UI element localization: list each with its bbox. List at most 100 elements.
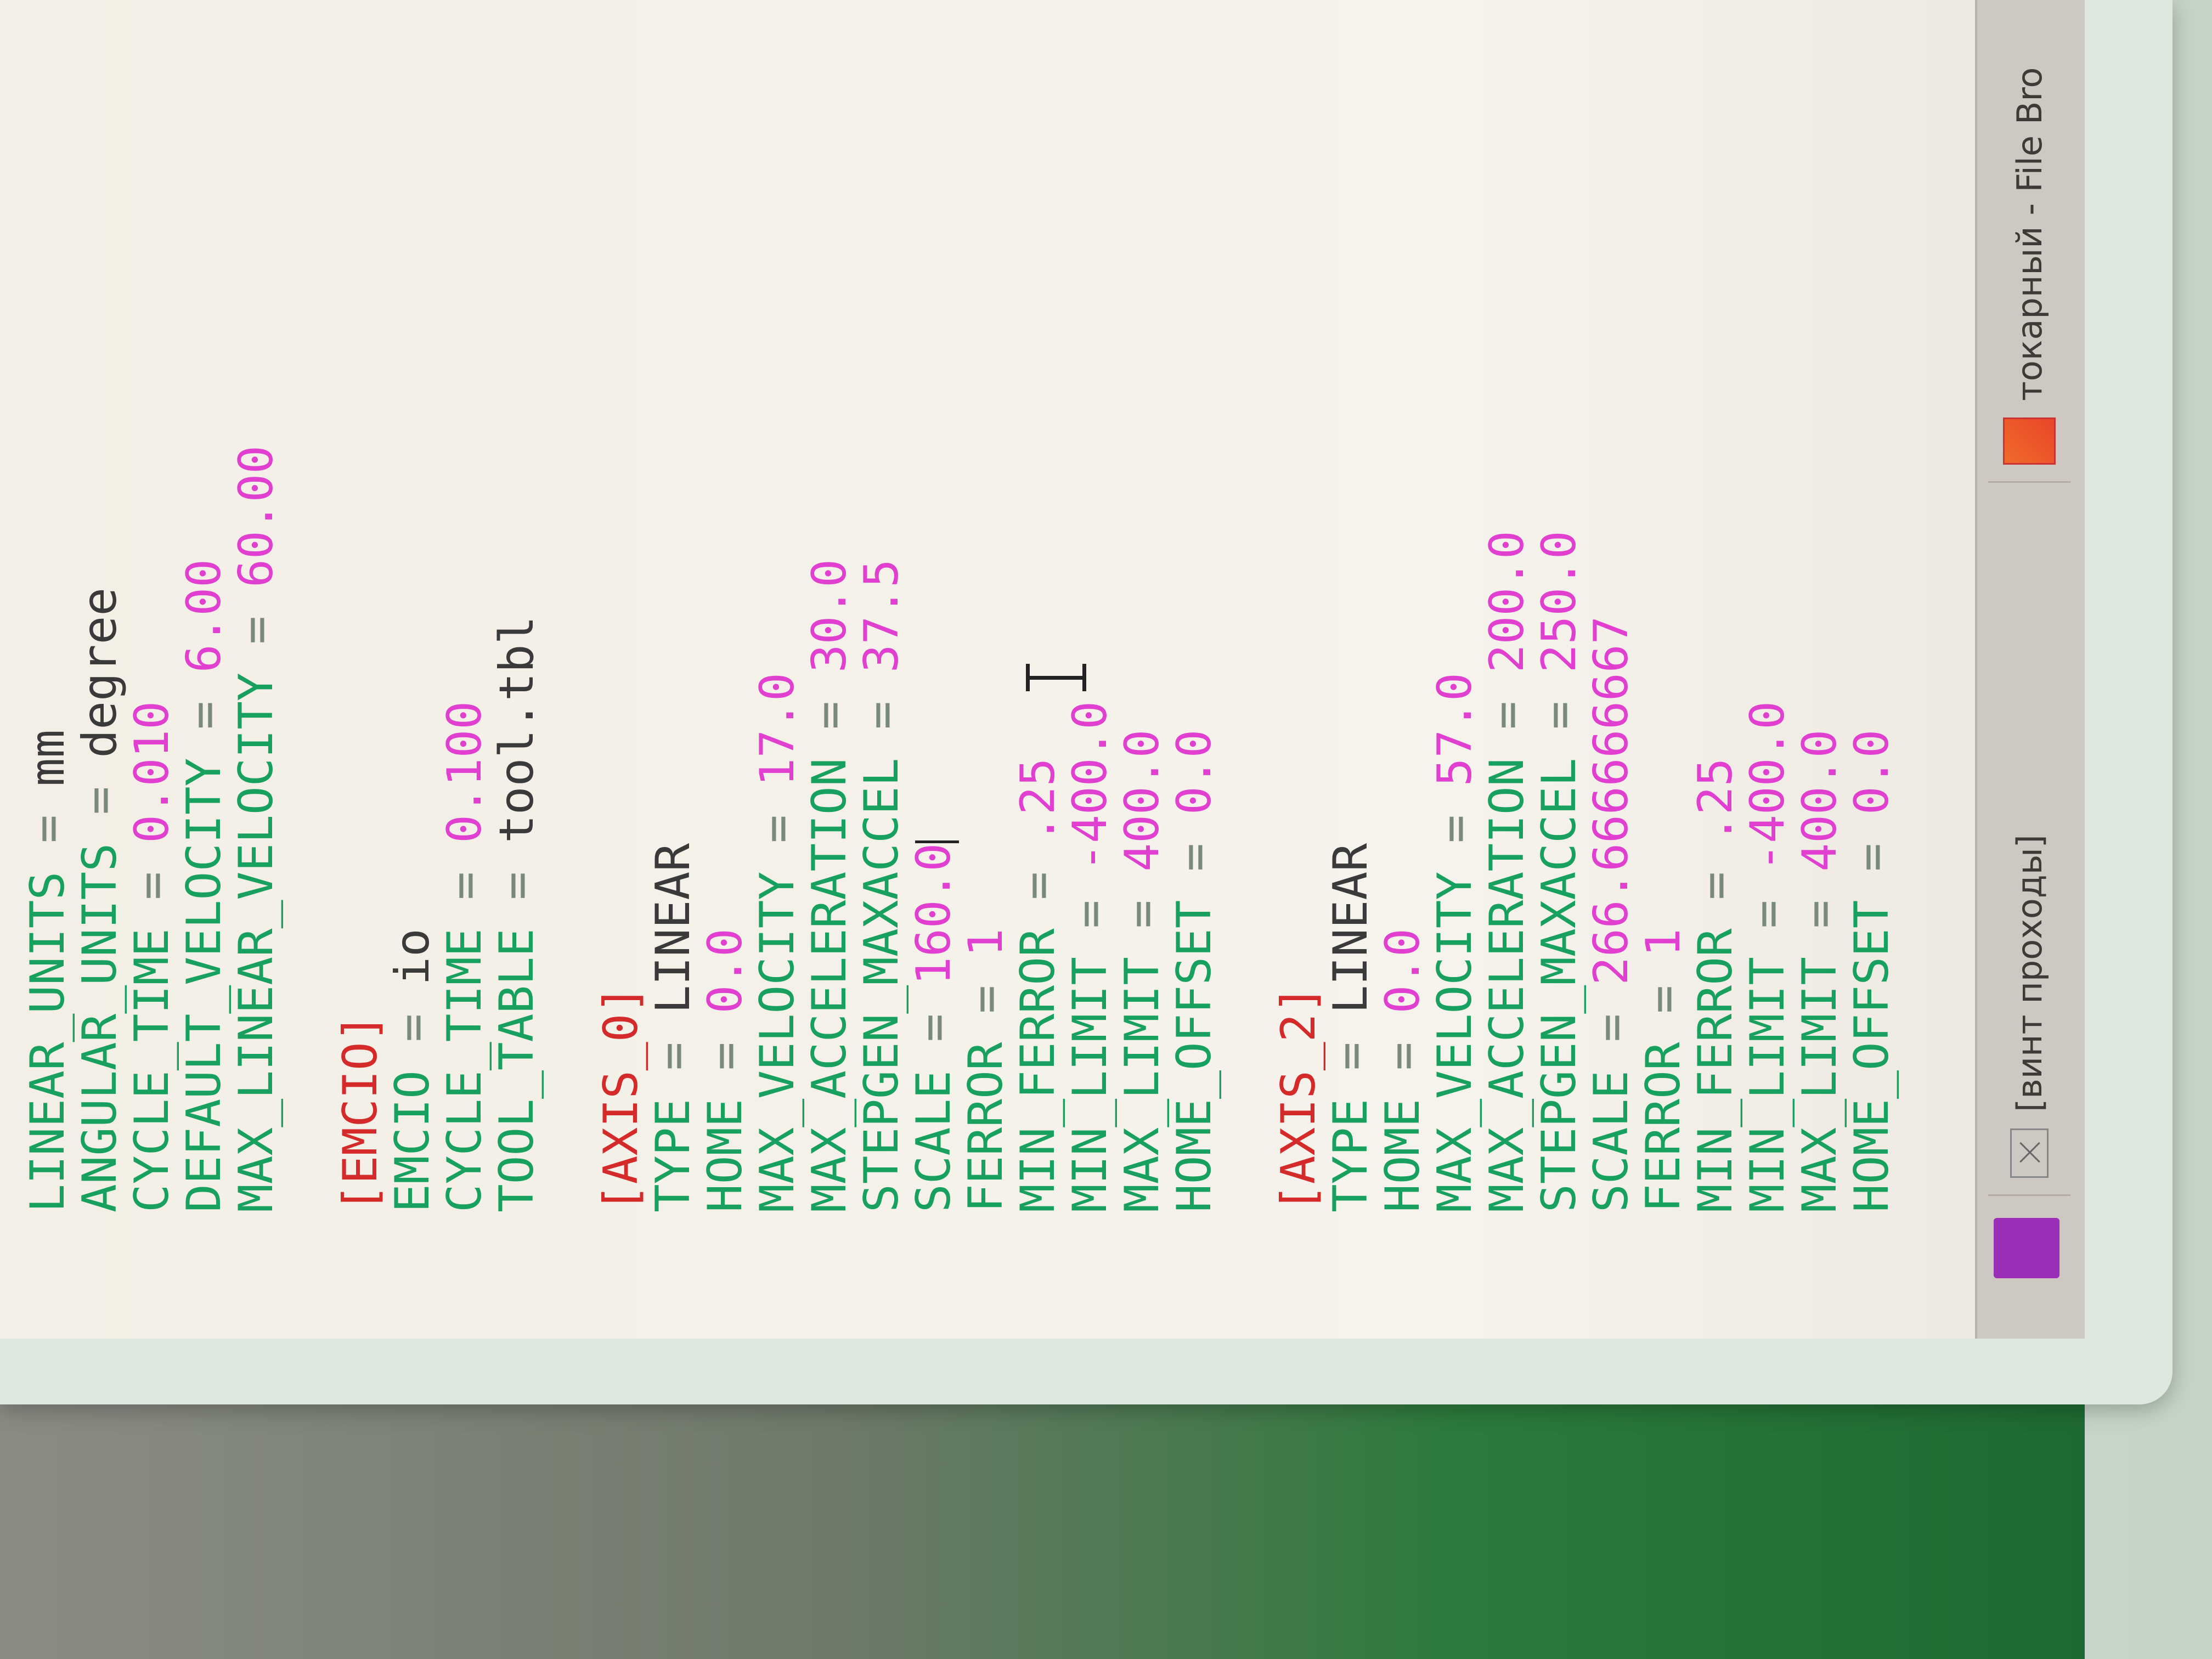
taskbar-item-terminal[interactable]: [винт проходы]	[1988, 488, 2070, 1196]
equals-sign: =	[1167, 843, 1222, 872]
equals-sign: =	[1584, 1013, 1639, 1042]
config-value: 0.0	[1167, 729, 1222, 815]
equals-sign: =	[1375, 1042, 1430, 1071]
config-value: 400.0	[1792, 729, 1847, 872]
config-value: 0.0	[1375, 928, 1430, 1014]
equals-sign: =	[1740, 900, 1795, 929]
equals-sign: =	[1636, 985, 1691, 1014]
config-value: 160.0	[906, 843, 961, 985]
config-key: MAX_VELOCITY	[750, 871, 805, 1212]
equals-sign: =	[1480, 701, 1534, 730]
equals-sign: =	[1792, 900, 1847, 929]
terminal-icon	[2010, 1128, 2049, 1178]
taskbar-item-label: токарный - File Bro	[2009, 67, 2050, 401]
config-key: MIN_LIMIT	[1063, 957, 1118, 1212]
config-key: LINEAR_UNITS	[20, 871, 75, 1212]
config-line: DEFAULT_VELOCITY = 6.00	[177, 0, 232, 1339]
config-key: MIN_LIMIT	[1740, 957, 1795, 1212]
app-menu-icon[interactable]	[1994, 1218, 2059, 1278]
config-key: STEPGEN_MAXACCEL	[1532, 758, 1587, 1212]
config-value: 30.0	[802, 559, 857, 673]
section-header: [EMCIO]	[333, 1013, 388, 1212]
config-value: 17.0	[750, 673, 805, 787]
config-key: MAX_LIMIT	[1792, 957, 1847, 1212]
config-key: TYPE	[1323, 1098, 1378, 1212]
config-key: SCALE	[906, 1070, 961, 1212]
equals-sign: =	[646, 1042, 701, 1071]
section-header: [AXIS_0]	[594, 985, 648, 1212]
equals-sign: =	[698, 1042, 753, 1071]
config-line: ANGULAR_UNITS = degree	[72, 0, 127, 1339]
config-value: 0.0	[698, 928, 753, 1014]
config-line: TYPE = LINEAR	[1323, 0, 1378, 1339]
taskbar-item-file-browser[interactable]: токарный - File Bro	[1988, 0, 2070, 483]
config-line: HOME_OFFSET = 0.0	[1844, 0, 1899, 1339]
config-line: TYPE = LINEAR	[646, 0, 701, 1339]
config-value: 266.666666667	[1584, 616, 1639, 985]
config-value: 6.00	[177, 559, 232, 673]
section-header-line: [AXIS_2]	[1271, 0, 1326, 1339]
config-line: FERROR = 1	[958, 0, 1013, 1339]
config-key: MAX_VELOCITY	[1427, 871, 1482, 1212]
config-value: io	[385, 928, 440, 985]
config-value: -400.0	[1063, 701, 1118, 872]
equals-sign: =	[802, 701, 857, 730]
config-value: 0.100	[437, 701, 492, 843]
config-value: 1	[1636, 928, 1691, 957]
equals-sign: =	[1427, 815, 1482, 843]
config-line: CYCLE_TIME = 0.100	[437, 0, 492, 1339]
config-value: LINEAR	[646, 843, 701, 1014]
config-key: HOME	[698, 1098, 753, 1212]
config-value: 250.0	[1532, 531, 1587, 673]
equals-sign: =	[385, 1013, 440, 1042]
section-header-line: [AXIS_0]	[594, 0, 648, 1339]
config-key: CYCLE_TIME	[437, 928, 492, 1212]
config-line: HOME = 0.0	[698, 0, 753, 1339]
config-line: MIN_FERROR = .25	[1688, 0, 1743, 1339]
config-line: STEPGEN_MAXACCEL = 250.0	[1532, 0, 1587, 1339]
config-line: FERROR = 1	[1636, 0, 1691, 1339]
config-value: .25	[1688, 758, 1743, 843]
text-editor[interactable]: LINEAR_UNITS = mm ANGULAR_UNITS = degree C…	[0, 0, 1970, 1339]
config-value: 1	[958, 928, 1013, 957]
config-value: 60.00	[229, 445, 284, 588]
config-value: mm	[20, 729, 75, 787]
equals-sign: =	[72, 786, 127, 815]
config-key: TOOL_TABLE	[489, 928, 544, 1212]
config-line: MAX_VELOCITY = 17.0	[750, 0, 805, 1339]
equals-sign: =	[1844, 843, 1899, 872]
config-key: STEPGEN_MAXACCEL	[854, 758, 909, 1212]
config-line: MAX_LIMIT = 400.0	[1115, 0, 1170, 1339]
config-key: MAX_ACCELERATION	[802, 758, 857, 1212]
file-browser-icon	[2003, 417, 2056, 465]
config-value: tool.tbl	[489, 616, 544, 843]
equals-sign: =	[958, 985, 1013, 1014]
config-value: 200.0	[1480, 531, 1534, 673]
config-line: SCALE = 160.0	[906, 0, 961, 1339]
blank-line	[1221, 0, 1273, 1339]
config-line: MAX_LIMIT = 400.0	[1792, 0, 1847, 1339]
config-line: HOME_OFFSET = 0.0	[1167, 0, 1222, 1339]
config-line: CYCLE_TIME = 0.010	[125, 0, 179, 1339]
equals-sign: =	[906, 1013, 961, 1042]
config-value: -400.0	[1740, 701, 1795, 872]
config-key: MIN_FERROR	[1011, 928, 1065, 1212]
equals-sign: =	[437, 871, 492, 900]
section-header: [AXIS_2]	[1271, 985, 1326, 1212]
equals-sign: =	[489, 871, 544, 900]
blank-line	[543, 0, 595, 1339]
config-line: STEPGEN_MAXACCEL = 37.5	[854, 0, 909, 1339]
config-line: MAX_ACCELERATION = 200.0	[1480, 0, 1534, 1339]
config-line: HOME = 0.0	[1375, 0, 1430, 1339]
equals-sign: =	[1323, 1042, 1378, 1071]
config-key: EMCIO	[385, 1070, 440, 1212]
config-value: 57.0	[1427, 673, 1482, 787]
config-key: CYCLE_TIME	[125, 928, 179, 1212]
equals-sign: =	[1688, 871, 1743, 900]
config-line: MAX_ACCELERATION = 30.0	[802, 0, 857, 1339]
taskbar: [винт проходы] токарный - File Bro	[1975, 0, 2085, 1339]
config-value: 400.0	[1115, 729, 1170, 872]
config-value: 0.010	[125, 701, 179, 843]
config-key: SCALE	[1584, 1070, 1639, 1212]
config-key: HOME_OFFSET	[1167, 900, 1222, 1212]
